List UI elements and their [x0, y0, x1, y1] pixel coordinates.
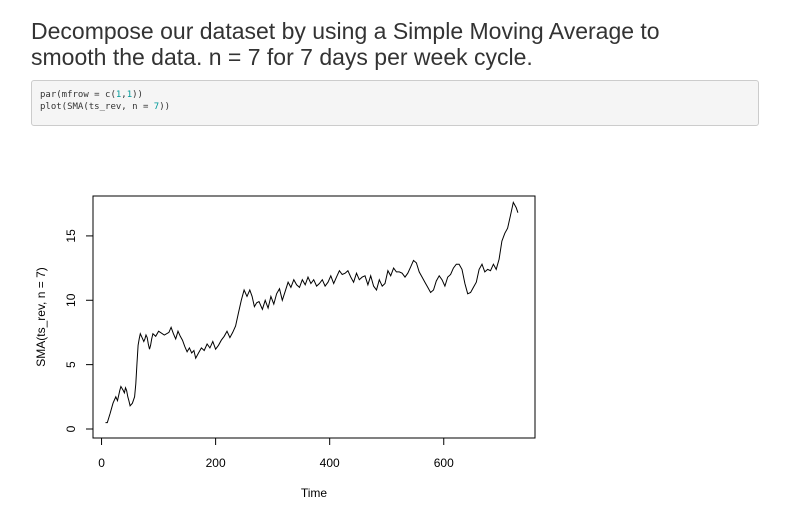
x-tick-label: 0	[98, 456, 105, 470]
y-tick-label: 15	[64, 229, 78, 243]
code-line-2: plot(SMA(ts_rev, n = 7))	[40, 101, 750, 113]
series-line	[105, 201, 519, 424]
code-number: 1	[126, 90, 133, 100]
code-number: 7	[153, 102, 160, 112]
x-axis-label: Time	[301, 486, 328, 500]
x-tick-label: 400	[320, 456, 340, 470]
code-line-2-post: ))	[159, 102, 171, 112]
x-axis: 0 200 400 600	[98, 437, 454, 470]
heading-line-2: smooth the data. n = 7 for 7 days per we…	[31, 44, 533, 70]
heading-line-1: Decompose our dataset by using a Simple …	[31, 18, 660, 44]
x-tick-label: 600	[434, 456, 454, 470]
y-axis: 0 5 10 15	[64, 229, 94, 432]
section-heading: Decompose our dataset by using a Simple …	[31, 18, 751, 70]
code-line-1: par(mfrow = c(1,1))	[40, 89, 750, 101]
code-number: 1	[115, 90, 122, 100]
y-tick-label: 0	[64, 425, 78, 432]
code-separator: ,	[121, 90, 127, 100]
plot-frame	[92, 195, 536, 439]
code-line-1-pre: par(mfrow = c(	[40, 90, 116, 100]
code-line-2-pre: plot(SMA(ts_rev, n =	[40, 102, 154, 112]
y-axis-label: SMA(ts_rev, n = 7)	[34, 267, 48, 366]
sma-line-plot: 0 200 400 600 0 5 10 15 Time SMA(ts_rev, n = 7…	[34, 195, 536, 500]
y-tick-label: 5	[64, 361, 78, 368]
y-tick-label: 10	[64, 293, 78, 307]
code-line-1-post: ))	[132, 90, 143, 100]
r-code-block: par(mfrow = c(1,1)) plot(SMA(ts_rev, n =…	[31, 80, 759, 126]
x-tick-label: 200	[206, 456, 226, 470]
